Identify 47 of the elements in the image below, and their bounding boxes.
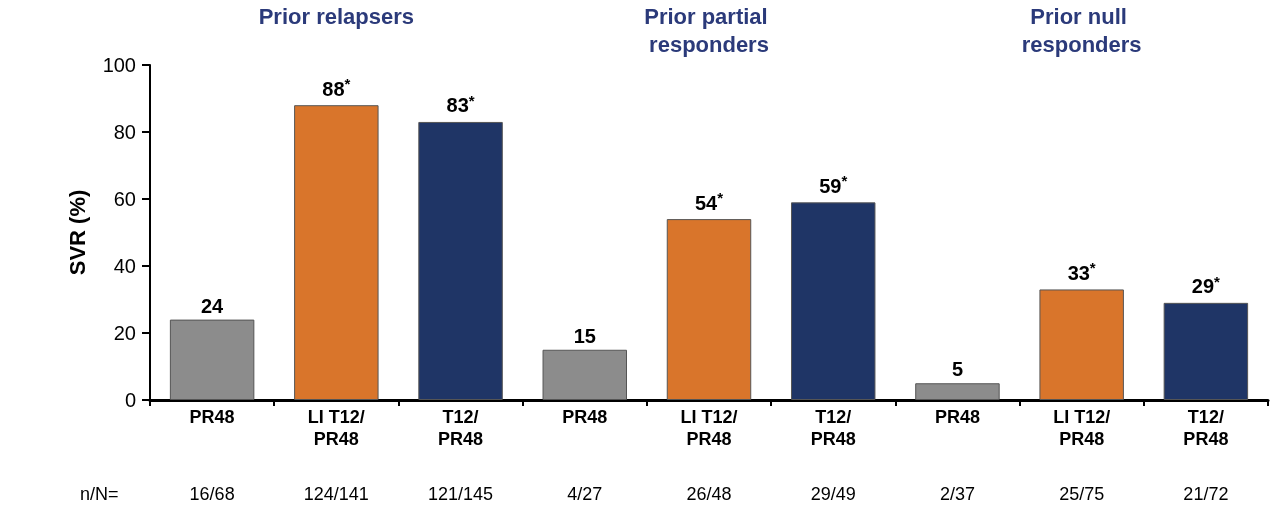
y-tick-label: 20 bbox=[113, 322, 136, 344]
data-label: 54* bbox=[694, 189, 724, 214]
text: 124/141 bbox=[303, 484, 369, 504]
x-tick-label: T12/ PR48 bbox=[1183, 407, 1229, 449]
data-label: 15 bbox=[573, 324, 596, 347]
text: 26/48 bbox=[686, 484, 732, 504]
x-tick-label: LI T12/ PR48 bbox=[307, 407, 365, 449]
text: 25/75 bbox=[1059, 484, 1105, 504]
data-label: 88* bbox=[322, 75, 351, 100]
text: 21/72 bbox=[1183, 484, 1229, 504]
text: n/N= bbox=[80, 484, 119, 504]
text: Prior relapsers bbox=[258, 3, 414, 29]
y-tick-label: 40 bbox=[113, 255, 136, 277]
x-tick-label: PR48 bbox=[562, 407, 608, 427]
data-label: 24 bbox=[200, 294, 225, 317]
x-tick-label: T12/ PR48 bbox=[810, 407, 856, 449]
x-tick-label: LI T12/ PR48 bbox=[1053, 407, 1111, 449]
bar bbox=[666, 219, 752, 400]
y-axis-title: SVR (%) bbox=[64, 189, 90, 276]
text: 29/49 bbox=[810, 484, 856, 504]
bar bbox=[542, 349, 628, 400]
text: 4/27 bbox=[567, 484, 603, 504]
text: 2/37 bbox=[939, 484, 975, 504]
bar bbox=[1163, 302, 1249, 400]
x-tick-label: PR48 bbox=[189, 407, 235, 427]
bar bbox=[1039, 289, 1124, 400]
x-tick-label: T12/ PR48 bbox=[438, 407, 484, 449]
y-tick-label: 60 bbox=[113, 188, 136, 210]
y-tick-label: 100 bbox=[102, 54, 136, 76]
data-label: 33* bbox=[1067, 259, 1096, 284]
bar bbox=[915, 383, 1000, 400]
bar bbox=[418, 121, 503, 400]
text: 121/145 bbox=[428, 484, 494, 504]
data-label: 59* bbox=[819, 172, 848, 197]
data-label: 5 bbox=[951, 358, 964, 381]
bar bbox=[294, 105, 379, 400]
x-tick-label: LI T12/ PR48 bbox=[680, 407, 738, 449]
x-tick-label: PR48 bbox=[934, 407, 980, 427]
bar bbox=[169, 319, 255, 400]
text: Prior null responders bbox=[1021, 3, 1142, 57]
bar bbox=[790, 202, 876, 400]
y-tick-label: 80 bbox=[113, 121, 136, 143]
data-label: 83* bbox=[446, 91, 475, 117]
text: 16/68 bbox=[189, 484, 235, 504]
y-tick-label: 0 bbox=[124, 389, 136, 411]
data-label: 29* bbox=[1191, 272, 1221, 298]
text: Prior partial responders bbox=[644, 3, 774, 57]
